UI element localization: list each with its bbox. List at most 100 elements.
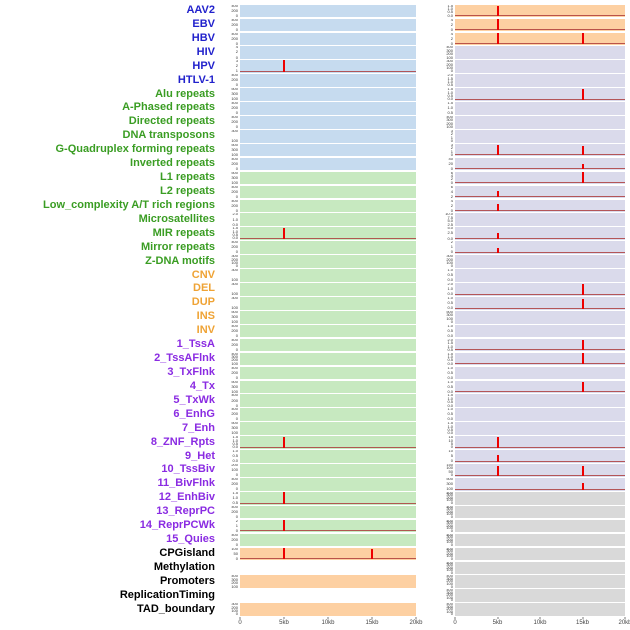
right-panel: [455, 116, 625, 129]
y-tick-label: 0: [235, 124, 238, 129]
row-label: HIV: [196, 45, 215, 58]
signal-baseline: [455, 29, 625, 31]
left-panel: [240, 603, 416, 616]
y-tick-label: 100: [231, 467, 238, 473]
y-tick-label: 0: [235, 527, 238, 533]
left-panel: [240, 478, 416, 491]
y-tick-label: 1: [235, 522, 238, 528]
right-panel: [455, 297, 625, 310]
right-panel: [455, 519, 625, 533]
y-tick-label: 100: [231, 319, 238, 324]
y-tick-label: 0: [235, 193, 238, 199]
row-label: INS: [196, 310, 215, 323]
y-tick-label: 0: [450, 444, 453, 449]
y-tick-label: 100: [446, 594, 453, 600]
y-tick-label: 400: [446, 116, 453, 120]
y-tick-label: 200: [446, 120, 453, 126]
y-tick-label: 400: [446, 491, 453, 495]
left-y-axis: 100 50 0: [220, 548, 240, 561]
y-tick-label: 1.0: [447, 324, 453, 328]
right-y-axis: 1.5 1.0 0.5 0.0: [416, 394, 455, 407]
y-tick-label: 200: [231, 411, 238, 417]
y-tick-label: 1.0: [447, 366, 453, 370]
y-tick-label: 100: [446, 54, 453, 60]
right-panel: [455, 505, 625, 519]
y-tick-label: 1: [450, 148, 453, 154]
right-panel: [455, 324, 625, 338]
y-tick-label: 1.0: [447, 78, 453, 84]
left-panel: [240, 143, 416, 157]
y-tick-label: 0: [450, 179, 453, 185]
y-tick-label: 1.0: [447, 89, 453, 95]
y-tick-label: 0: [450, 319, 453, 324]
y-tick-label: 1.0: [447, 297, 453, 301]
chart-row: HTLV-1 400 200 0 2.0 1.5 1.0 0.5: [3, 74, 630, 88]
left-y-axis: [220, 589, 240, 602]
y-tick-label: 2: [450, 176, 453, 182]
right-y-axis: 150 100 50 0: [416, 464, 455, 477]
right-y-axis: 300 200 100 0: [416, 255, 455, 268]
signal-baseline: [455, 293, 625, 295]
y-tick-label: 1.0: [232, 437, 238, 443]
chart-row: INV 400 200 0 1.0 0.5 0.0: [3, 324, 630, 338]
left-y-axis: 400 200 0: [220, 534, 240, 547]
y-tick-label: 1.0: [232, 450, 238, 454]
row-label: EBV: [192, 17, 215, 30]
y-tick-label: 5: [450, 453, 453, 459]
y-tick-label: 100: [231, 430, 238, 435]
y-tick-label: 400: [231, 505, 238, 509]
y-tick-label: 1.5: [232, 491, 238, 495]
y-tick-label: 400: [231, 74, 238, 78]
row-label: Inverted repeats: [130, 157, 215, 170]
left-panel: [240, 269, 416, 282]
chart-row: 5_TxWk 400 200 0 1.5 1.0 0.5 0.0: [3, 394, 630, 408]
y-tick-label: 4: [450, 173, 453, 179]
y-tick-label: 0: [235, 26, 238, 32]
chart-row: Alu repeats 500 300 100 1.5 1.0 0.5 0.0: [3, 88, 630, 102]
right-panel: [455, 310, 625, 324]
signal-baseline: [455, 251, 625, 253]
y-tick-label: 0: [235, 207, 238, 213]
y-tick-label: 400: [446, 505, 453, 509]
y-tick-label: 100: [446, 567, 453, 573]
row-label: G-Quadruplex forming repeats: [55, 143, 215, 156]
left-panel: [240, 171, 416, 185]
y-tick-label: 400: [231, 4, 238, 8]
right-panel: [455, 171, 625, 185]
right-panel: [455, 199, 625, 213]
y-tick-label: 0: [235, 54, 238, 60]
right-panel: [455, 74, 625, 87]
left-panel: [240, 575, 416, 589]
chart-row: 4_Tx 500 300 100 1.0 0.5 0.0: [3, 380, 630, 394]
y-tick-label: 300: [446, 492, 453, 498]
y-tick-label: 0.0: [447, 430, 453, 435]
y-tick-label: 500: [231, 310, 238, 314]
y-tick-label: 1: [450, 244, 453, 250]
y-tick-label: 0: [235, 346, 238, 352]
right-y-axis: 40 20 0: [416, 158, 455, 171]
y-tick-label: 100: [446, 259, 453, 265]
y-tick-label: 100: [446, 511, 453, 517]
y-tick-label: 3: [235, 60, 238, 64]
y-tick-label: 0: [450, 165, 453, 171]
row-label: 6_EnhG: [173, 407, 215, 420]
y-tick-label: 0: [235, 263, 238, 268]
y-tick-label: 2: [235, 519, 238, 523]
left-y-axis: [220, 562, 240, 575]
row-label: 1_TssA: [176, 338, 215, 351]
y-tick-label: 1.0: [447, 286, 453, 292]
right-y-axis: 10 5 0: [416, 450, 455, 463]
y-tick-label: 400: [446, 46, 453, 50]
left-y-axis: 1.0 0.5 0.0: [220, 450, 240, 463]
y-tick-label: 100: [446, 553, 453, 559]
left-panel: [240, 255, 416, 268]
left-y-axis: 200 100 0: [220, 464, 240, 477]
left-y-axis: 2.0 1.0 0.0: [220, 213, 240, 226]
y-tick-label: 4: [450, 188, 453, 194]
row-label: Directed repeats: [128, 115, 215, 128]
right-panel: [455, 422, 625, 435]
